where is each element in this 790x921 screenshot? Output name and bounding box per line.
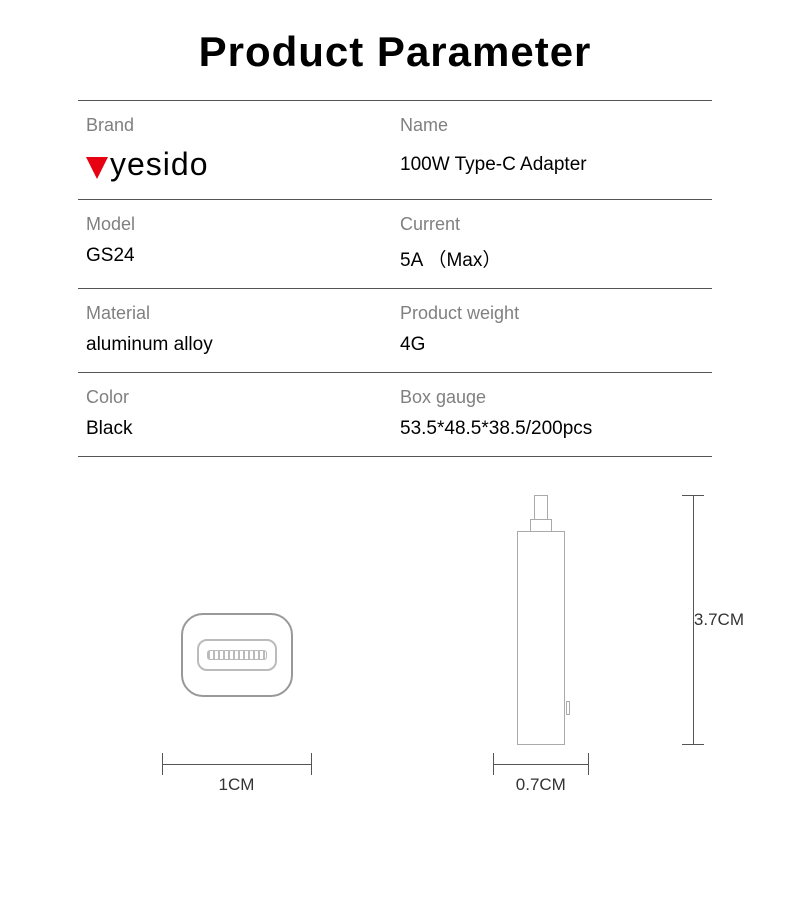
value-current: 5A （Max）	[400, 245, 704, 272]
cell-box-gauge: Box gauge 53.5*48.5*38.5/200pcs	[390, 387, 704, 440]
brand-logo: yesido	[86, 146, 390, 183]
page: Product Parameter Brand yesido Name 100W…	[0, 0, 790, 921]
diagram-face-inner: 1CM	[78, 483, 395, 803]
adapter-body-upper	[517, 531, 565, 689]
cell-name: Name 100W Type-C Adapter	[390, 115, 704, 183]
diagrams: 1CM 3.7CM 0.7CM	[78, 457, 712, 803]
value-box-gauge: 53.5*48.5*38.5/200pcs	[400, 418, 704, 440]
label-box-gauge: Box gauge	[400, 387, 704, 408]
cell-color: Color Black	[86, 387, 390, 440]
adapter-notch	[566, 701, 570, 715]
connector-slot-icon	[197, 639, 277, 671]
row-model-current: Model GS24 Current 5A （Max）	[78, 200, 712, 288]
dimension-label-face-width: 1CM	[219, 775, 255, 795]
cell-model: Model GS24	[86, 214, 390, 272]
connector-pins-icon	[207, 650, 267, 660]
value-material: aluminum alloy	[86, 334, 390, 356]
brand-text: yesido	[110, 146, 209, 183]
adapter-body-lower	[517, 687, 565, 745]
dimension-bar-side-height: 3.7CM	[688, 495, 698, 745]
value-weight: 4G	[400, 334, 704, 356]
label-weight: Product weight	[400, 303, 704, 324]
row-color-box: Color Black Box gauge 53.5*48.5*38.5/200…	[78, 373, 712, 456]
label-current: Current	[400, 214, 704, 235]
diagram-face: 1CM	[78, 483, 395, 803]
adapter-side-icon	[514, 495, 568, 745]
label-name: Name	[400, 115, 704, 136]
row-brand-name: Brand yesido Name 100W Type-C Adapter	[78, 101, 712, 199]
cell-current: Current 5A （Max）	[390, 214, 704, 272]
label-color: Color	[86, 387, 390, 408]
value-color: Black	[86, 418, 390, 440]
cell-brand: Brand yesido	[86, 115, 390, 183]
diagram-side-inner: 3.7CM 0.7CM	[395, 483, 712, 803]
diagram-side: 3.7CM 0.7CM	[395, 483, 712, 803]
dimension-label-side-height: 3.7CM	[694, 610, 744, 630]
label-brand: Brand	[86, 115, 390, 136]
row-material-weight: Material aluminum alloy Product weight 4…	[78, 289, 712, 372]
dimension-bar-face-width	[162, 759, 312, 769]
label-model: Model	[86, 214, 390, 235]
dimension-bar-side-width	[493, 759, 589, 769]
label-material: Material	[86, 303, 390, 324]
dimension-label-side-width: 0.7CM	[516, 775, 566, 795]
connector-face-icon	[181, 613, 293, 697]
adapter-plug-tip	[534, 495, 548, 521]
cell-weight: Product weight 4G	[390, 303, 704, 356]
value-name: 100W Type-C Adapter	[400, 154, 704, 176]
page-title: Product Parameter	[78, 0, 712, 100]
cell-material: Material aluminum alloy	[86, 303, 390, 356]
value-model: GS24	[86, 245, 390, 267]
brand-triangle-icon	[86, 157, 108, 179]
